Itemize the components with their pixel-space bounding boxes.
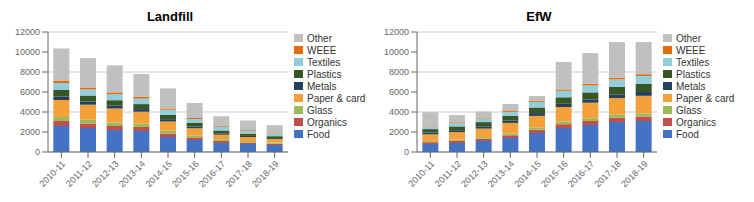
svg-text:2012-13: 2012-13 xyxy=(90,159,120,189)
html-text:Plastics: Plastics xyxy=(676,68,711,80)
html-text:Landfill: Landfill xyxy=(146,9,194,24)
html-text:Food: Food xyxy=(676,128,699,140)
svg-text:12000: 12000 xyxy=(15,27,40,37)
html-text:Textiles: Textiles xyxy=(307,56,341,68)
svg-text:2015-16: 2015-16 xyxy=(539,159,569,189)
html-text:Metals: Metals xyxy=(676,80,706,92)
html-text:Organics: Organics xyxy=(307,116,347,128)
svg-text:2011-12: 2011-12 xyxy=(433,159,463,189)
svg-text:4000: 4000 xyxy=(389,107,409,117)
svg-text:0: 0 xyxy=(35,147,40,157)
svg-text:10000: 10000 xyxy=(15,47,40,57)
svg-text:2016-17: 2016-17 xyxy=(197,159,227,189)
html-text:Glass: Glass xyxy=(307,104,333,116)
svg-text:2018-19: 2018-19 xyxy=(250,159,280,189)
svg-text:2016-17: 2016-17 xyxy=(566,159,596,189)
svg-text:8000: 8000 xyxy=(389,67,409,77)
svg-text:2010-11: 2010-11 xyxy=(406,159,436,189)
html-text:Organics: Organics xyxy=(676,116,716,128)
svg-text:4000: 4000 xyxy=(20,107,40,117)
svg-text:6000: 6000 xyxy=(20,87,40,97)
svg-text:10000: 10000 xyxy=(384,47,409,57)
svg-text:2015-16: 2015-16 xyxy=(170,159,200,189)
html-text:WEEE: WEEE xyxy=(307,44,337,56)
svg-text:2018-19: 2018-19 xyxy=(619,159,649,189)
html-text:Paper & card: Paper & card xyxy=(676,92,735,104)
html-text:EfW: EfW xyxy=(526,9,552,24)
svg-text:2000: 2000 xyxy=(389,127,409,137)
svg-text:2017-18: 2017-18 xyxy=(593,159,623,189)
svg-text:12000: 12000 xyxy=(384,27,409,37)
svg-text:2014-15: 2014-15 xyxy=(144,159,174,189)
html-text:Metals: Metals xyxy=(307,80,337,92)
svg-text:2011-12: 2011-12 xyxy=(64,159,94,189)
html-text:Paper & card: Paper & card xyxy=(307,92,366,104)
svg-text:0: 0 xyxy=(404,147,409,157)
svg-text:2000: 2000 xyxy=(20,127,40,137)
svg-text:2012-13: 2012-13 xyxy=(459,159,489,189)
svg-text:2010-11: 2010-11 xyxy=(37,159,67,189)
html-text:Textiles: Textiles xyxy=(676,56,710,68)
html-text:Other: Other xyxy=(676,32,701,44)
svg-text:6000: 6000 xyxy=(389,87,409,97)
svg-text:2014-15: 2014-15 xyxy=(513,159,543,189)
html-text:WEEE: WEEE xyxy=(676,44,706,56)
html-text:Other: Other xyxy=(307,32,332,44)
html-text:Glass: Glass xyxy=(676,104,702,116)
svg-text:2013-14: 2013-14 xyxy=(486,159,516,189)
svg-text:8000: 8000 xyxy=(20,67,40,77)
html-text:Plastics: Plastics xyxy=(307,68,342,80)
svg-text:2017-18: 2017-18 xyxy=(224,159,254,189)
svg-text:2013-14: 2013-14 xyxy=(117,159,147,189)
html-text:Food: Food xyxy=(307,128,330,140)
